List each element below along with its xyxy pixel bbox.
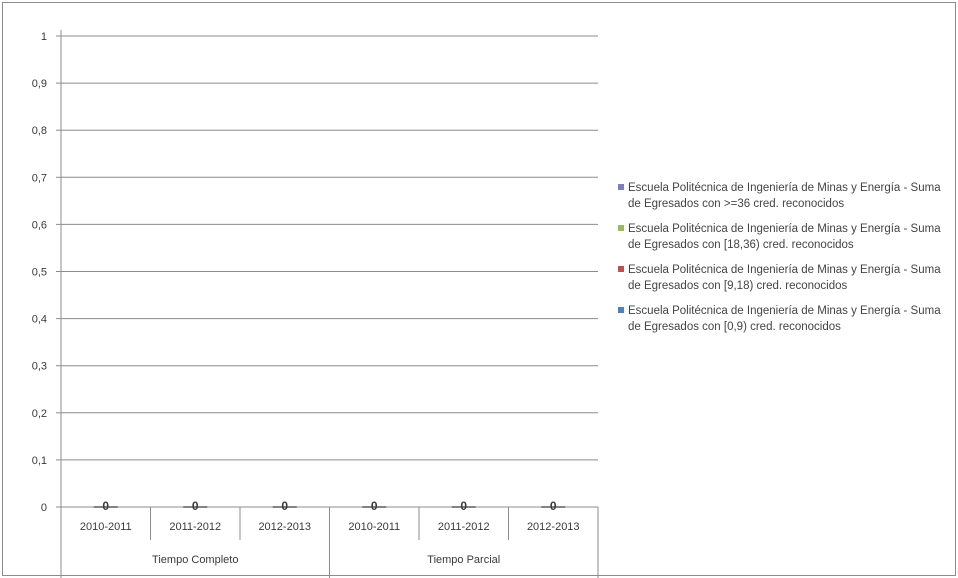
data-label: 0 bbox=[281, 499, 288, 513]
legend-swatch bbox=[618, 225, 624, 231]
y-tick-label: 0,9 bbox=[32, 78, 47, 90]
y-tick-label: 0,4 bbox=[32, 314, 47, 326]
x-category-label: 2010-2011 bbox=[348, 521, 400, 533]
legend: Escuela Politécnica de Ingeniería de Min… bbox=[618, 180, 948, 344]
x-category-label: 2011-2012 bbox=[438, 521, 490, 533]
legend-item: Escuela Politécnica de Ingeniería de Min… bbox=[618, 262, 948, 294]
y-tick-label: 0,6 bbox=[32, 219, 47, 231]
x-group-label: Tiempo Parcial bbox=[427, 554, 500, 566]
y-tick-label: 0,2 bbox=[32, 408, 47, 420]
legend-label: Escuela Politécnica de Ingeniería de Min… bbox=[628, 264, 941, 292]
y-tick-label: 0,7 bbox=[32, 172, 47, 184]
y-tick-label: 0,3 bbox=[32, 361, 47, 373]
data-label: 0 bbox=[550, 499, 557, 513]
legend-swatch bbox=[618, 307, 624, 313]
gridlines bbox=[61, 35, 598, 508]
data-labels: 0 0 0 0 0 0 bbox=[102, 499, 557, 513]
x-category-label: 2011-2012 bbox=[169, 521, 221, 533]
data-label: 0 bbox=[192, 499, 199, 513]
legend-item: Escuela Politécnica de Ingeniería de Min… bbox=[618, 221, 948, 253]
legend-label: Escuela Politécnica de Ingeniería de Min… bbox=[628, 182, 941, 210]
data-label: 0 bbox=[102, 499, 109, 513]
y-tick-label: 0 bbox=[41, 502, 47, 514]
legend-label: Escuela Politécnica de Ingeniería de Min… bbox=[628, 223, 941, 251]
x-category-label: 2012-2013 bbox=[527, 521, 580, 533]
legend-swatch bbox=[618, 266, 624, 272]
x-group-label: Tiempo Completo bbox=[152, 554, 238, 566]
x-axis-labels: 2010-2011 2011-2012 2012-2013 2010-2011 2011… bbox=[80, 521, 580, 566]
legend-item: Escuela Politécnica de Ingeniería de Min… bbox=[618, 303, 948, 335]
y-tick-label: 0,8 bbox=[32, 125, 47, 137]
x-category-label: 2012-2013 bbox=[258, 521, 311, 533]
y-axis-ticks: 1 0,9 0,8 0,7 0,6 0,5 0,4 0,3 0,2 0,1 0 bbox=[32, 31, 61, 514]
data-label: 0 bbox=[460, 499, 467, 513]
y-tick-label: 0,1 bbox=[32, 455, 47, 467]
data-label: 0 bbox=[371, 499, 378, 513]
axes bbox=[60, 30, 599, 578]
legend-swatch bbox=[618, 184, 624, 190]
y-tick-label: 1 bbox=[41, 31, 47, 43]
legend-label: Escuela Politécnica de Ingeniería de Min… bbox=[628, 305, 941, 333]
legend-item: Escuela Politécnica de Ingeniería de Min… bbox=[618, 180, 948, 212]
x-category-label: 2010-2011 bbox=[80, 521, 132, 533]
y-tick-label: 0,5 bbox=[32, 267, 47, 279]
